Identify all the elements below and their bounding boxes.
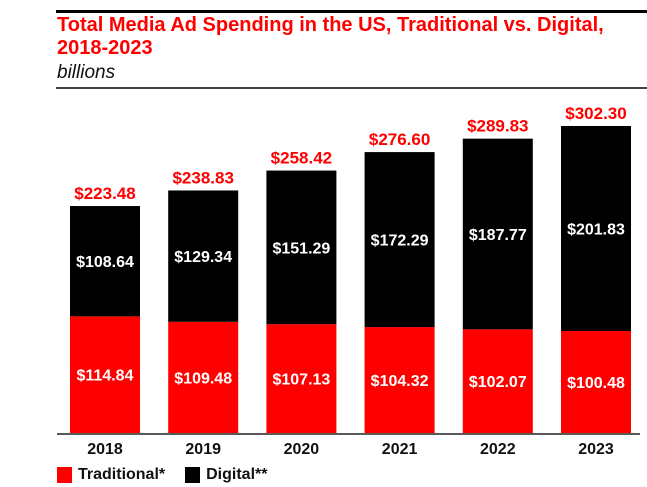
data-label-digital-2019: $129.34 <box>174 249 232 266</box>
legend: Traditional* Digital** <box>57 466 287 484</box>
legend-item-traditional: Traditional* <box>57 466 165 484</box>
bar-traditional-2020 <box>266 324 337 433</box>
total-label-2021: $276.60 <box>369 130 430 149</box>
legend-swatch-digital <box>185 467 201 483</box>
x-tick-label-2019: 2019 <box>185 441 221 458</box>
total-label-2022: $289.83 <box>467 117 528 136</box>
x-tick-label-2020: 2020 <box>284 441 320 458</box>
bar-digital-2021 <box>364 152 435 328</box>
legend-swatch-traditional <box>57 467 72 483</box>
legend-item-digital: Digital** <box>185 466 267 484</box>
x-tick-label-2018: 2018 <box>87 441 123 458</box>
data-label-traditional-2023: $100.48 <box>567 375 625 392</box>
data-label-digital-2023: $201.83 <box>567 221 625 238</box>
bar-digital-2020 <box>266 170 337 325</box>
chart-subtitle: billions <box>57 62 116 83</box>
x-tick-label-2022: 2022 <box>480 441 516 458</box>
bar-traditional-2019 <box>168 321 239 433</box>
data-label-traditional-2018: $114.84 <box>77 368 134 385</box>
total-label-2019: $238.83 <box>172 168 233 187</box>
data-label-digital-2018: $108.64 <box>76 254 134 271</box>
bar-traditional-2018 <box>70 316 140 433</box>
bar-digital-2022 <box>462 138 533 330</box>
data-label-traditional-2019: $109.48 <box>174 370 232 387</box>
data-label-digital-2021: $172.29 <box>371 233 429 250</box>
x-tick-label-2023: 2023 <box>578 441 614 458</box>
header-rule <box>56 87 647 89</box>
bar-digital-2023 <box>561 125 631 331</box>
data-label-digital-2020: $151.29 <box>272 240 330 257</box>
bar-traditional-2021 <box>364 327 435 433</box>
bar-traditional-2023 <box>561 330 631 433</box>
top-rule <box>56 10 647 13</box>
bar-traditional-2022 <box>462 329 533 433</box>
legend-label-digital: Digital** <box>206 466 268 483</box>
total-label-2018: $223.48 <box>74 184 135 203</box>
data-label-traditional-2022: $102.07 <box>469 374 527 391</box>
data-label-traditional-2021: $104.32 <box>371 373 429 390</box>
chart-title: Total Media Ad Spending in the US, Tradi… <box>57 14 604 59</box>
bar-digital-2019 <box>168 190 239 322</box>
total-label-2023: $302.30 <box>565 104 626 123</box>
bar-digital-2018 <box>70 206 140 317</box>
x-tick-label-2021: 2021 <box>382 441 418 458</box>
legend-label-traditional: Traditional* <box>78 466 166 483</box>
data-label-digital-2022: $187.77 <box>469 227 527 244</box>
data-label-traditional-2020: $107.13 <box>272 372 330 389</box>
total-label-2020: $258.42 <box>271 149 332 168</box>
